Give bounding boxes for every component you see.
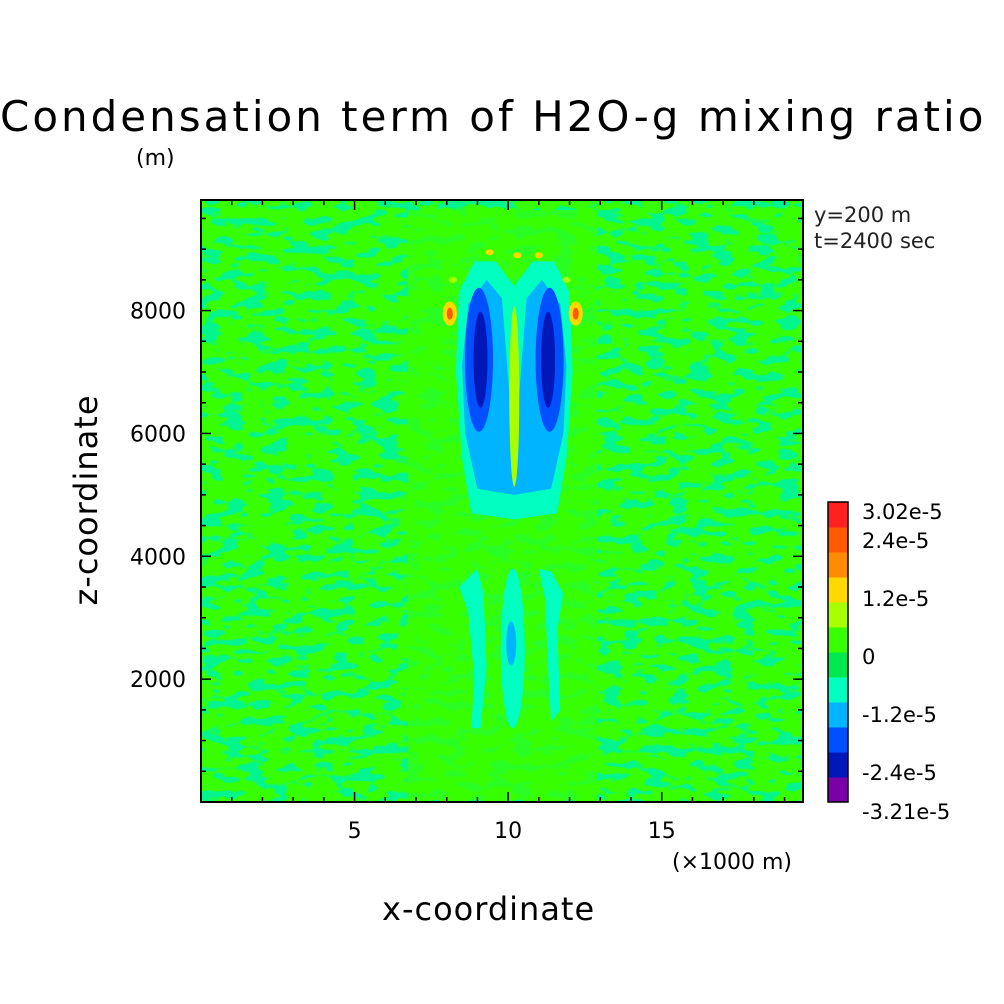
y-tick-label: 8000 — [130, 300, 186, 325]
colorbar-label: -2.4e-5 — [862, 761, 937, 785]
top-dot — [562, 276, 571, 283]
colorbar: 3.02e-5 2.4e-5 1.2e-5 0 -1.2e-5 -2.4e-5 -3.21e… — [827, 500, 950, 824]
x-scale-note: (×1000 m) — [672, 850, 793, 875]
colorbar-segment — [828, 652, 848, 678]
right-core-inner — [541, 311, 556, 408]
y-tick-label: 4000 — [130, 545, 186, 570]
top-dot — [448, 276, 457, 283]
info-box: y=200 m t=2400 sec — [814, 202, 935, 254]
colorbar-segment — [828, 727, 848, 753]
positive-spot-left-core — [446, 307, 453, 320]
colorbar-segment — [828, 677, 848, 703]
y-tick-label: 2000 — [130, 668, 186, 693]
lower-column-right — [538, 568, 564, 723]
lower-central-core — [506, 621, 517, 666]
lower-column-left — [459, 568, 487, 729]
central-streak — [509, 306, 520, 487]
unit-note: (m) — [136, 146, 175, 171]
colorbar-segment — [828, 602, 848, 628]
chart-title: Condensation term of H2O-g mixing ratio — [0, 92, 987, 141]
colorbar-segment — [828, 552, 848, 578]
colorbar-label: 2.4e-5 — [862, 529, 929, 553]
colorbar-label: 3.02e-5 — [862, 500, 943, 524]
x-tick-label: 5 — [348, 819, 362, 844]
axis-ticks: 5 10 15 2000 4000 6000 8000 — [130, 200, 803, 844]
x-axis-label: x-coordinate — [382, 890, 596, 928]
positive-spot-right-core — [572, 307, 579, 320]
top-dot — [513, 252, 522, 259]
info-y-position: y=200 m — [814, 203, 912, 227]
colorbar-segment — [828, 502, 848, 528]
top-dot — [485, 249, 494, 256]
y-tick-label: 6000 — [130, 422, 186, 447]
colorbar-label: -3.21e-5 — [862, 800, 950, 824]
colorbar-segment — [828, 752, 848, 778]
colorbar-segment — [828, 777, 848, 803]
colorbar-segment — [828, 627, 848, 653]
left-core-inner — [473, 311, 488, 408]
colorbar-segment — [828, 702, 848, 728]
top-dot — [534, 252, 543, 259]
colorbar-frame — [827, 501, 849, 803]
plot-frame — [200, 199, 804, 803]
colorbar-label: 1.2e-5 — [862, 587, 929, 611]
info-time: t=2400 sec — [814, 229, 936, 253]
x-tick-label: 10 — [494, 819, 522, 844]
colorbar-segment — [828, 577, 848, 603]
colorbar-label: -1.2e-5 — [862, 703, 937, 727]
colorbar-label: 0 — [862, 645, 875, 669]
plot-area — [201, 200, 803, 802]
x-tick-label: 15 — [648, 819, 676, 844]
colorbar-segment — [828, 527, 848, 553]
